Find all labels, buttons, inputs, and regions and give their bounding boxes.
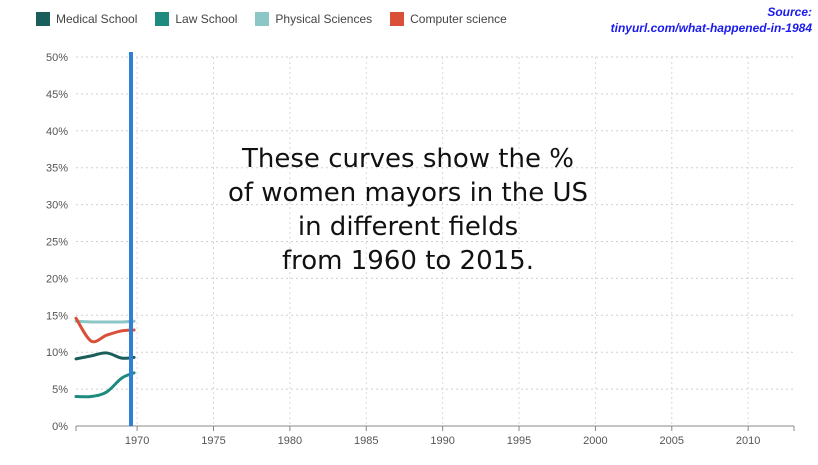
legend-swatch-medical-school <box>36 12 50 26</box>
x-tick-label: 1990 <box>430 435 454 447</box>
series-line-law-school <box>74 371 136 399</box>
x-tick-label: 2005 <box>660 435 684 447</box>
y-tick-label: 45% <box>46 89 68 101</box>
legend-item-medical-school[interactable]: Medical School <box>36 12 137 26</box>
legend-item-physical-sciences[interactable]: Physical Sciences <box>255 12 372 26</box>
source-credit: Source: tinyurl.com/what-happened-in-198… <box>611 4 812 36</box>
chart-legend: Medical School Law School Physical Scien… <box>36 12 507 26</box>
y-tick-label: 40% <box>46 126 68 138</box>
legend-label-law-school: Law School <box>175 12 238 26</box>
y-tick-label: 5% <box>52 384 68 396</box>
source-label: Source: <box>767 5 812 19</box>
source-url[interactable]: tinyurl.com/what-happened-in-1984 <box>610 21 812 35</box>
y-tick-label: 30% <box>46 200 68 212</box>
x-tick-label: 1970 <box>125 435 149 447</box>
y-tick-label: 15% <box>46 310 68 322</box>
y-tick-label: 0% <box>52 421 68 433</box>
legend-item-computer-science[interactable]: Computer science <box>390 12 507 26</box>
x-tick-label: 1975 <box>201 435 225 447</box>
x-tick-label: 1995 <box>507 435 531 447</box>
series-line-medical-school <box>74 351 136 361</box>
legend-label-computer-science: Computer science <box>410 12 507 26</box>
x-tick-label: 1980 <box>278 435 302 447</box>
y-tick-label: 50% <box>46 52 68 64</box>
series-line-physical-sciences <box>74 319 136 324</box>
y-tick-label: 25% <box>46 237 68 249</box>
chart-annotation: These curves show the % of women mayors … <box>227 144 589 276</box>
y-tick-label: 35% <box>46 163 68 175</box>
legend-swatch-computer-science <box>390 12 405 26</box>
legend-item-law-school[interactable]: Law School <box>155 12 237 26</box>
y-tick-label: 20% <box>46 273 68 285</box>
x-tick-label: 2010 <box>736 435 760 447</box>
legend-label-medical-school: Medical School <box>56 12 138 26</box>
legend-swatch-law-school <box>155 12 170 26</box>
legend-swatch-physical-sciences <box>255 12 270 26</box>
x-tick-label: 1985 <box>354 435 378 447</box>
x-tick-label: 2000 <box>583 435 607 447</box>
y-tick-label: 10% <box>46 347 68 359</box>
legend-label-physical-sciences: Physical Sciences <box>275 12 373 26</box>
series-line-computer-science <box>74 316 136 344</box>
